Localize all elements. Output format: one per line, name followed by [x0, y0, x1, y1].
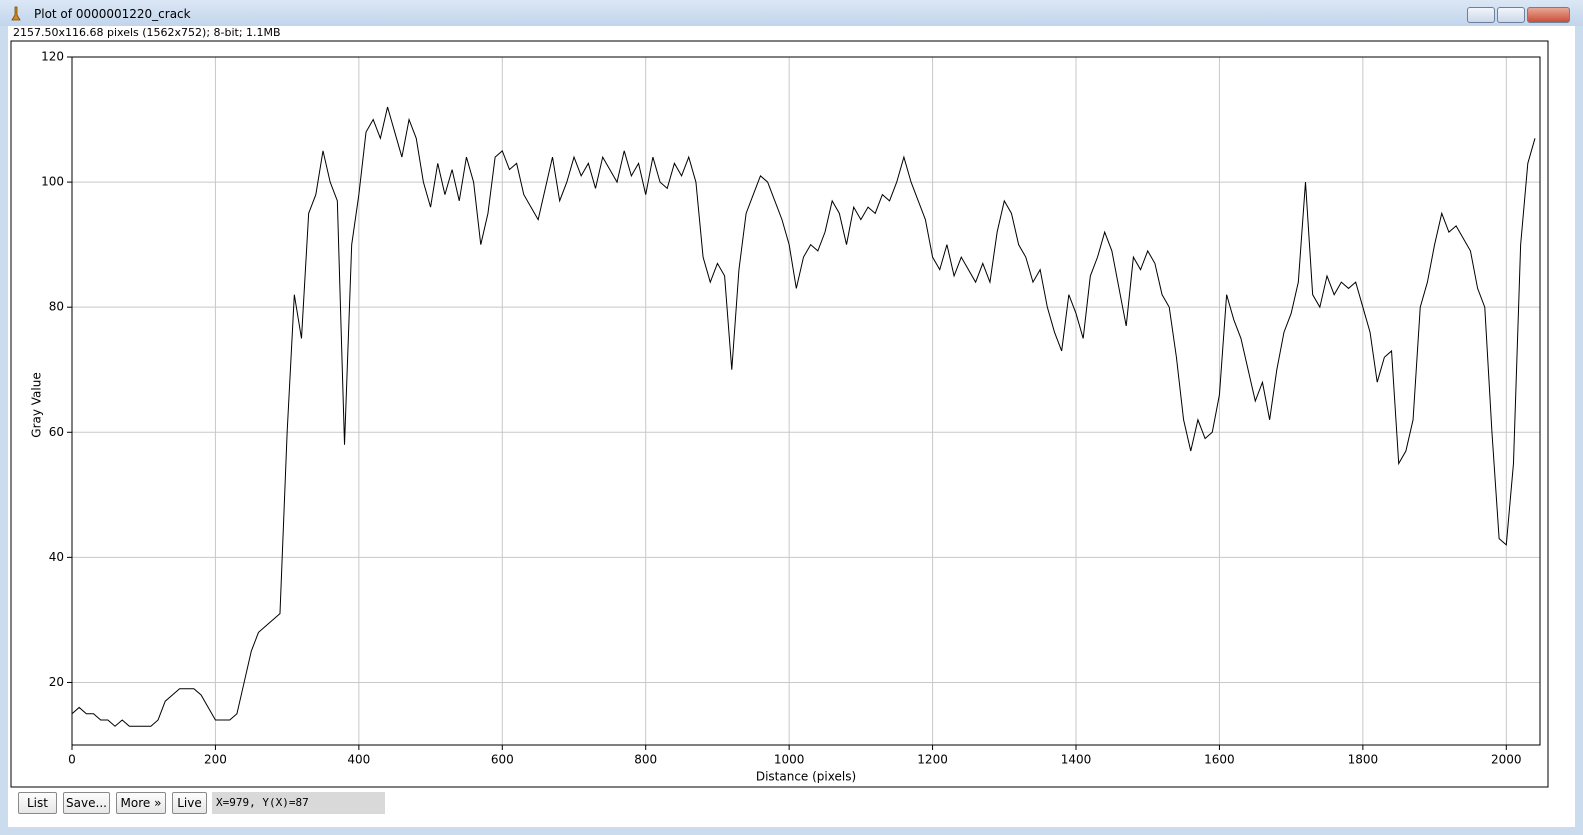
minimize-button[interactable]: [1467, 7, 1495, 23]
x-tick-label: 2000: [1491, 753, 1522, 767]
image-info: 2157.50x116.68 pixels (1562x752); 8-bit;…: [13, 26, 281, 39]
window-title: Plot of 0000001220_crack: [34, 7, 191, 21]
plot-window: 2157.50x116.68 pixels (1562x752); 8-bit;…: [8, 26, 1575, 827]
app-icon: [11, 6, 21, 21]
y-axis-label: Gray Value: [30, 372, 44, 437]
y-tick-label: 80: [49, 300, 64, 314]
save-button[interactable]: Save...: [63, 792, 110, 814]
x-axis-label: Distance (pixels): [756, 770, 856, 784]
x-tick-label: 600: [491, 753, 514, 767]
x-tick-label: 0: [68, 753, 76, 767]
plot-frame: [10, 40, 1549, 788]
more-button[interactable]: More »: [116, 792, 166, 814]
y-tick-label: 60: [49, 425, 64, 439]
x-tick-label: 1400: [1061, 753, 1092, 767]
status-field: X=979, Y(X)=87: [212, 792, 385, 814]
x-tick-label: 1800: [1348, 753, 1379, 767]
restore-button[interactable]: [1497, 7, 1525, 23]
x-tick-label: 400: [347, 753, 370, 767]
y-tick-label: 20: [49, 675, 64, 689]
x-tick-label: 1200: [917, 753, 948, 767]
plot: Gray Value Distance (pixels) 20 40 60 80 100…: [10, 40, 1549, 788]
live-button[interactable]: Live: [172, 792, 207, 814]
plot-area: [71, 56, 1541, 746]
x-tick-label: 1000: [774, 753, 805, 767]
list-button[interactable]: List: [18, 792, 57, 814]
y-tick-label: 40: [49, 550, 64, 564]
x-tick-label: 800: [634, 753, 657, 767]
x-tick-label: 200: [204, 753, 227, 767]
y-tick-label: 100: [41, 175, 64, 189]
profile-line: [71, 106, 1536, 727]
title-bar: Plot of 0000001220_crack: [0, 0, 1583, 26]
y-tick-label: 120: [41, 50, 64, 64]
x-tick-label: 1600: [1204, 753, 1235, 767]
close-button[interactable]: [1527, 7, 1570, 23]
